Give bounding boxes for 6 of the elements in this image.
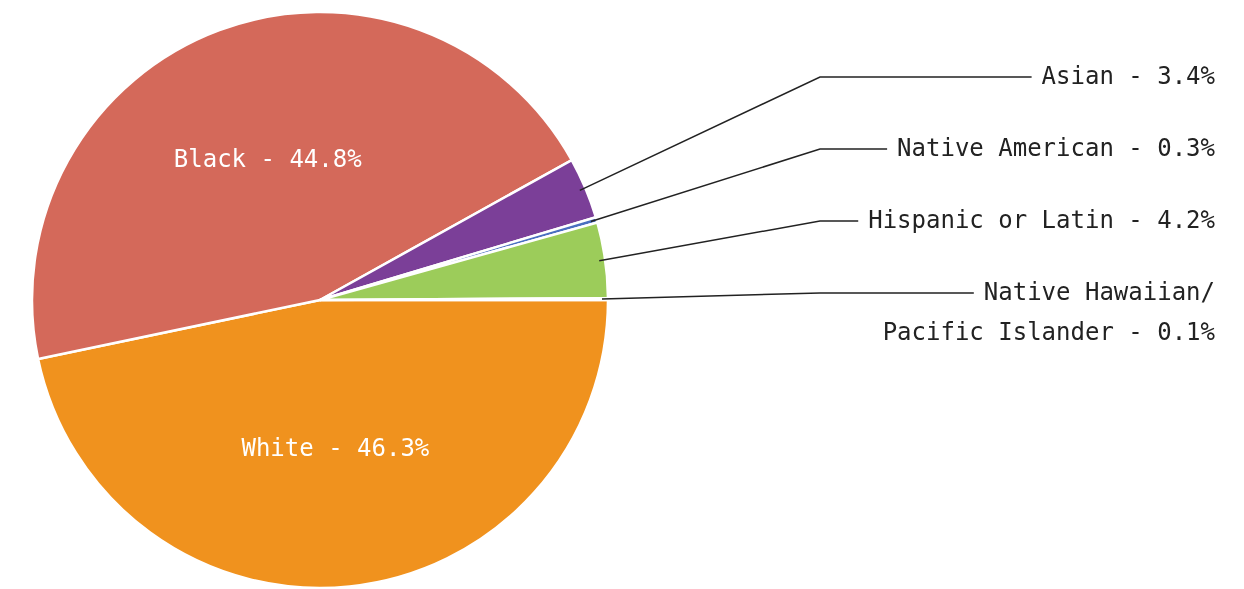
slice-label: Hispanic or Latin - 4.2% — [868, 206, 1216, 234]
slice-label: White - 46.3% — [241, 433, 430, 462]
slice-label: Black - 44.8% — [173, 144, 363, 173]
slice-label: Asian - 3.4% — [1041, 62, 1216, 90]
slice-label: Native Hawaiian/Pacific Islander - 0.1% — [882, 278, 1216, 346]
slice-label: Native American - 0.3% — [897, 134, 1216, 162]
